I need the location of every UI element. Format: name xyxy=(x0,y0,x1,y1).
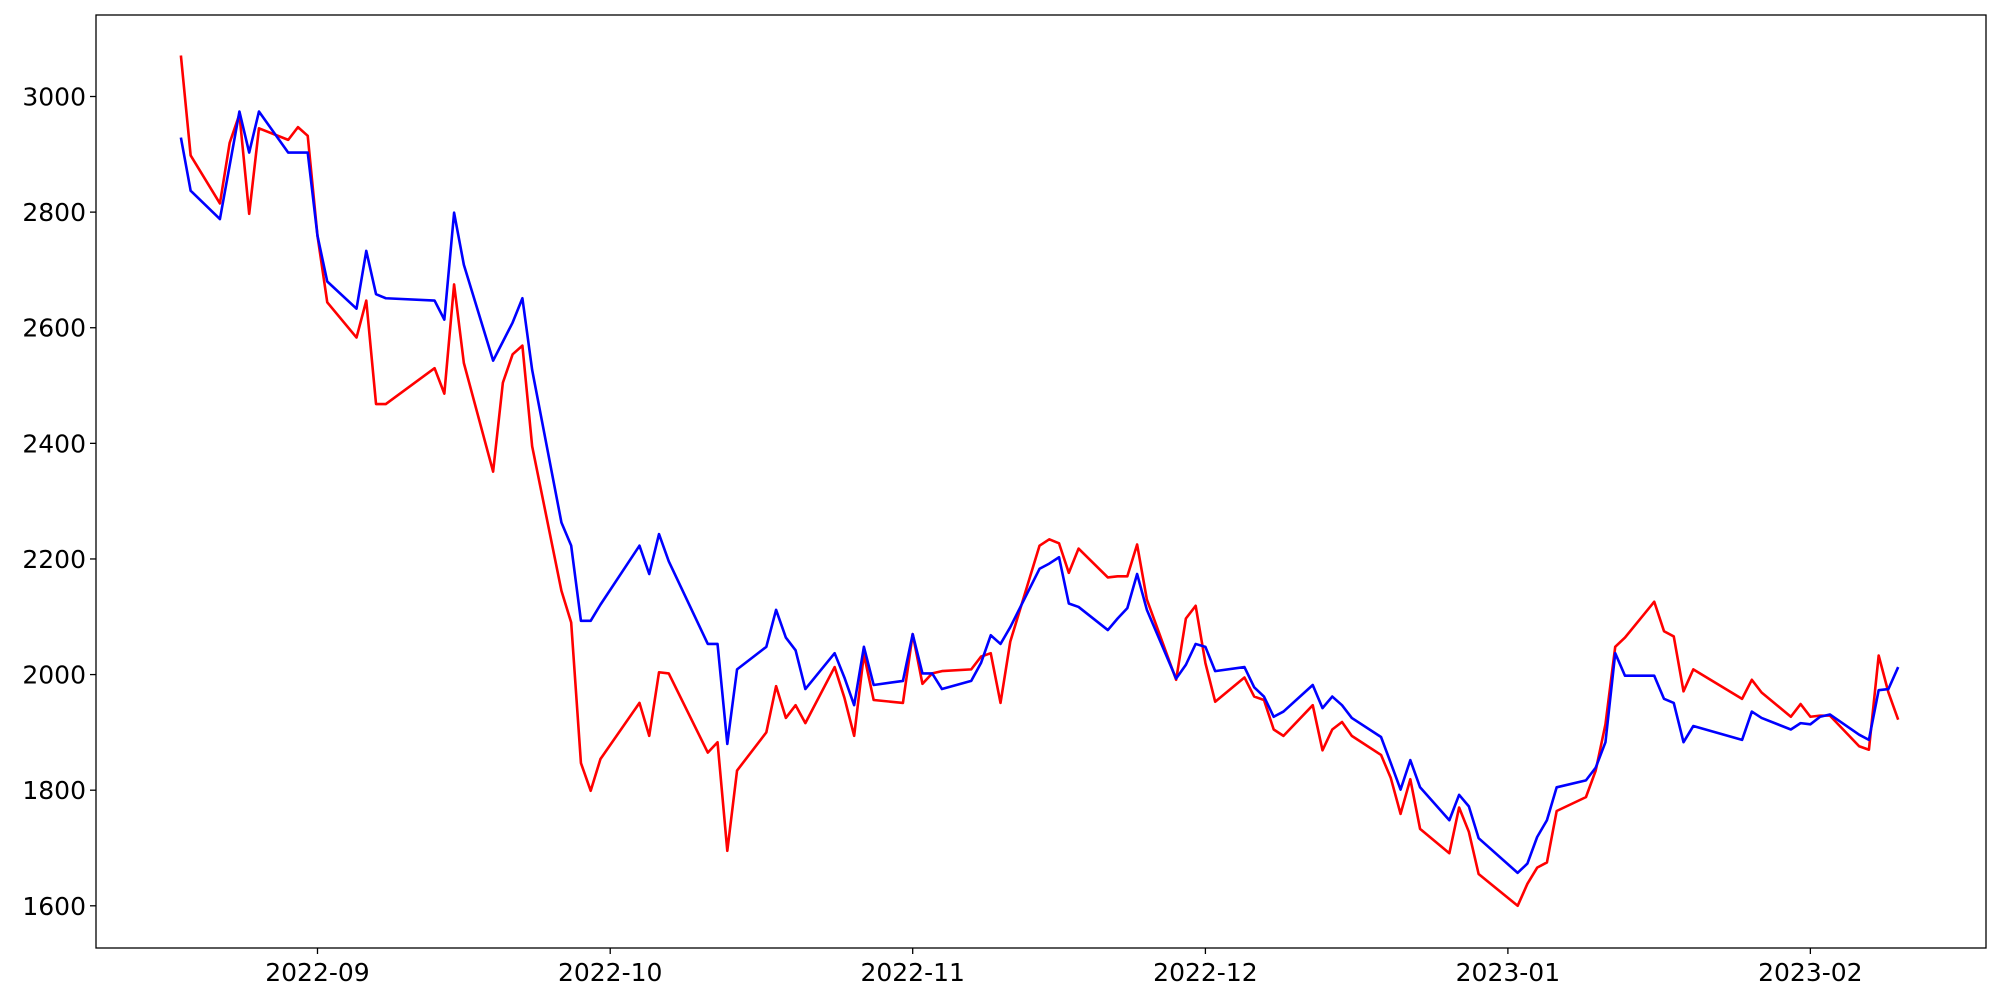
y-tick-label: 2800 xyxy=(22,198,86,227)
y-tick-label: 2400 xyxy=(22,429,86,458)
x-tick-label: 2022-09 xyxy=(265,958,369,987)
y-tick-label: 1600 xyxy=(22,892,86,921)
x-tick-label: 2022-12 xyxy=(1153,958,1257,987)
x-tick-label: 2022-10 xyxy=(558,958,662,987)
x-tick-label: 2023-02 xyxy=(1758,958,1862,987)
y-tick-label: 2200 xyxy=(22,545,86,574)
series-line xyxy=(179,110,1900,875)
y-tick-label: 3000 xyxy=(22,83,86,112)
y-tick-label: 2600 xyxy=(22,314,86,343)
plot-frame xyxy=(95,14,1987,949)
x-tick-label: 2022-11 xyxy=(860,958,964,987)
series-line xyxy=(179,55,1900,908)
y-tick-label: 1800 xyxy=(22,776,86,805)
x-tick-label: 2023-01 xyxy=(1456,958,1560,987)
y-tick-label: 2000 xyxy=(22,661,86,690)
